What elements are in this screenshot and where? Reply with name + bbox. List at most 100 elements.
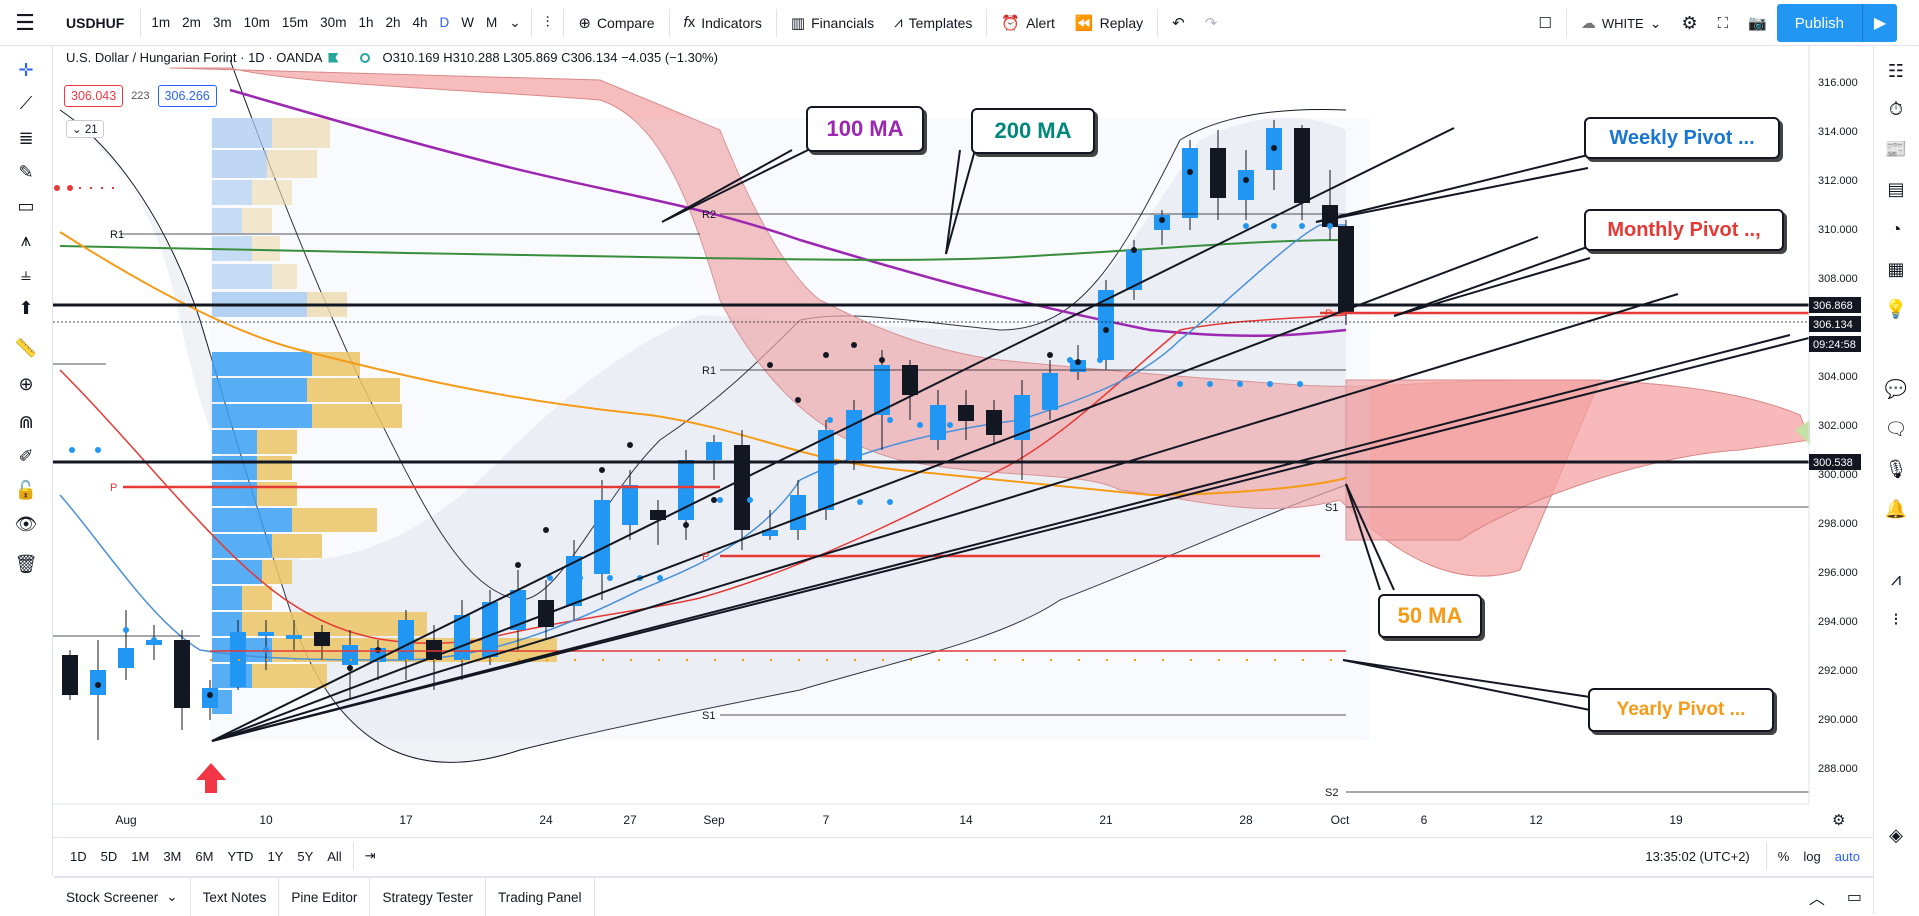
callout-yearly-pivot[interactable]: Yearly Pivot ... bbox=[1588, 688, 1774, 732]
financials-label: Financials bbox=[811, 14, 875, 31]
interval-2h[interactable]: 2h bbox=[385, 15, 401, 30]
range-5y[interactable]: 5Y bbox=[297, 848, 314, 864]
interval-w[interactable]: W bbox=[461, 15, 475, 30]
undo-button[interactable]: ↶ bbox=[1162, 6, 1195, 40]
range-all[interactable]: All bbox=[327, 848, 342, 864]
brush-icon[interactable]: ✎ bbox=[18, 161, 34, 182]
price-axis[interactable]: 316.000 314.000 312.000 310.000 308.000 … bbox=[1818, 77, 1858, 775]
zoom-in-icon[interactable]: ⊕ bbox=[18, 373, 34, 394]
order-panel-icon[interactable]: ⩘ bbox=[1890, 568, 1902, 589]
play-button[interactable]: ▶ bbox=[1862, 4, 1897, 42]
notifications-icon[interactable]: 🔔 bbox=[1884, 498, 1908, 519]
range-1y[interactable]: 1Y bbox=[267, 848, 284, 864]
publish-button[interactable]: Publish bbox=[1776, 4, 1862, 42]
prediction-icon[interactable]: ⫨ bbox=[20, 263, 32, 284]
interval-m[interactable]: M bbox=[486, 15, 498, 30]
text-note-icon[interactable]: ▭ bbox=[17, 195, 35, 216]
buy-price-button[interactable]: 306.266 bbox=[157, 85, 217, 107]
auto-scale-toggle[interactable]: auto bbox=[1834, 848, 1860, 864]
range-1m[interactable]: 1M bbox=[131, 848, 150, 864]
messages-icon[interactable]: 🗨 bbox=[1884, 418, 1908, 439]
hotlist-icon[interactable]: ◔ bbox=[1890, 218, 1902, 239]
function-icon: fx bbox=[683, 14, 696, 31]
maximize-panel-icon[interactable]: ▭ bbox=[1846, 889, 1862, 906]
range-1d[interactable]: 1D bbox=[70, 848, 87, 864]
interval-10m[interactable]: 10m bbox=[243, 15, 270, 30]
range-3m[interactable]: 3M bbox=[163, 848, 182, 864]
tab-strategy-tester[interactable]: Strategy Tester bbox=[370, 878, 486, 916]
fullscreen-button[interactable]: ⛶ bbox=[1708, 6, 1739, 40]
indicators-button[interactable]: fx Indicators bbox=[674, 6, 772, 40]
callout-weekly-pivot[interactable]: Weekly Pivot ... bbox=[1584, 117, 1780, 159]
interval-2m[interactable]: 2m bbox=[182, 15, 201, 30]
lock-icon[interactable]: 🔓 bbox=[14, 479, 38, 500]
price-chart[interactable]: R1 P R2 R1 P S1 S1 S2 P 316.000 314.000 … bbox=[53, 46, 1873, 836]
clock[interactable]: 13:35:02 (UTC+2) bbox=[1645, 848, 1750, 864]
alerts-clock-icon[interactable]: ⏱ bbox=[1888, 98, 1904, 119]
pattern-icon[interactable]: ⩚ bbox=[20, 229, 32, 250]
compare-button[interactable]: ⊕ Compare bbox=[568, 6, 664, 40]
callout-50ma[interactable]: 50 MA bbox=[1378, 594, 1482, 638]
calendar-icon[interactable]: ▦ bbox=[1887, 258, 1905, 279]
interval-4h[interactable]: 4h bbox=[412, 15, 428, 30]
theme-button[interactable]: ☁ WHITE ⌄ bbox=[1571, 6, 1672, 40]
tab-text-notes[interactable]: Text Notes bbox=[191, 878, 280, 916]
axis-settings-gear-icon[interactable]: ⚙ bbox=[1832, 811, 1845, 829]
go-to-date-icon[interactable]: ⇥ bbox=[364, 848, 376, 863]
chart-type-button[interactable]: ⫶ bbox=[536, 6, 560, 40]
pivot-label-r1: R1 bbox=[702, 365, 716, 377]
data-window-icon[interactable]: ▤ bbox=[1887, 178, 1905, 199]
settings-button[interactable]: ⚙ bbox=[1671, 6, 1707, 40]
streams-icon[interactable]: 🎙 bbox=[1884, 458, 1908, 479]
arrow-up-icon[interactable]: ⬆ bbox=[18, 297, 34, 318]
tab-pine-editor[interactable]: Pine Editor bbox=[279, 878, 371, 916]
interval-d[interactable]: D bbox=[439, 15, 450, 30]
tab-trading-panel[interactable]: Trading Panel bbox=[486, 878, 595, 916]
indicators-toggle[interactable]: ⌄ 21 bbox=[66, 120, 104, 138]
trend-line-icon[interactable]: ⟋ bbox=[19, 92, 33, 113]
financials-button[interactable]: ▥ Financials bbox=[781, 6, 884, 40]
crosshair-icon[interactable]: ✛ bbox=[18, 59, 34, 80]
ideas-icon[interactable]: 💡 bbox=[1884, 298, 1908, 319]
divider bbox=[530, 8, 532, 37]
trash-icon[interactable]: 🗑 bbox=[14, 553, 38, 574]
fib-retracement-icon[interactable]: ≣ bbox=[18, 127, 34, 148]
range-6m[interactable]: 6M bbox=[195, 848, 214, 864]
dom-icon[interactable]: ⁝ bbox=[1893, 608, 1899, 629]
ichimoku-cloud-twist bbox=[1795, 420, 1810, 445]
interval-1m[interactable]: 1m bbox=[151, 15, 171, 30]
range-ytd[interactable]: YTD bbox=[227, 848, 254, 864]
watchlist-icon[interactable]: ☷ bbox=[1887, 60, 1905, 81]
alert-button[interactable]: ⏰ Alert bbox=[991, 6, 1064, 40]
interval-3m[interactable]: 3m bbox=[212, 15, 232, 30]
chat-icon[interactable]: 💬 bbox=[1884, 378, 1908, 399]
layers-icon[interactable]: ◈ bbox=[1889, 824, 1903, 845]
interval-dropdown-icon[interactable]: ⌄ bbox=[509, 14, 521, 30]
snapshot-button[interactable]: 📷 bbox=[1738, 6, 1777, 40]
time-axis[interactable]: Aug 10 17 24 27 Sep 7 14 21 28 Oct 6 12 … bbox=[115, 813, 1683, 827]
time-tick: 27 bbox=[623, 813, 637, 827]
redo-button[interactable]: ↷ bbox=[1195, 6, 1228, 40]
collapse-panel-icon[interactable]: ︿ bbox=[1808, 891, 1825, 908]
symbol-search[interactable]: USDHUF bbox=[66, 14, 125, 31]
magnet-icon[interactable]: ⋒ bbox=[18, 411, 34, 432]
ruler-icon[interactable]: 📏 bbox=[14, 337, 38, 358]
log-scale-toggle[interactable]: log bbox=[1803, 848, 1821, 864]
interval-15m[interactable]: 15m bbox=[281, 15, 309, 30]
templates-button[interactable]: ⩘ Templates bbox=[884, 6, 982, 40]
callout-monthly-pivot[interactable]: Monthly Pivot .., bbox=[1584, 209, 1784, 251]
sell-price-button[interactable]: 306.043 bbox=[64, 85, 124, 107]
menu-icon[interactable]: ☰ bbox=[15, 9, 35, 35]
eye-icon[interactable]: 👁 bbox=[14, 513, 38, 534]
interval-30m[interactable]: 30m bbox=[320, 15, 347, 30]
callout-200ma[interactable]: 200 MA bbox=[971, 108, 1095, 154]
range-5d[interactable]: 5D bbox=[100, 848, 118, 864]
tab-stock-screener[interactable]: Stock Screener ⌄ bbox=[54, 878, 191, 916]
percent-scale-toggle[interactable]: % bbox=[1777, 848, 1790, 864]
news-icon[interactable]: 📰 bbox=[1884, 138, 1908, 159]
interval-1h[interactable]: 1h bbox=[358, 15, 374, 30]
lock-drawing-icon[interactable]: ✐ bbox=[18, 445, 34, 466]
replay-button[interactable]: ⏪ Replay bbox=[1065, 6, 1153, 40]
layout-button[interactable]: ☐ bbox=[1528, 6, 1561, 40]
callout-100ma[interactable]: 100 MA bbox=[806, 106, 924, 152]
